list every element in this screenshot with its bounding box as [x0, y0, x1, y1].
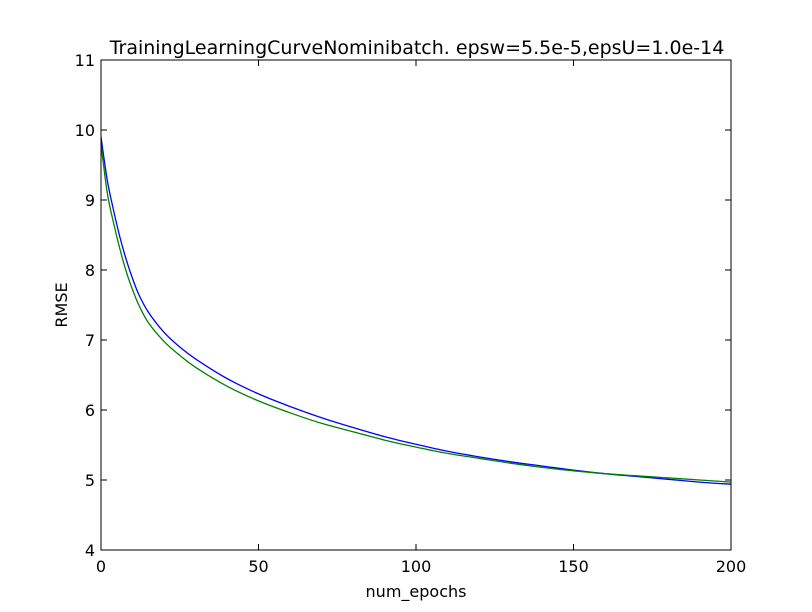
x-axis-label: num_epochs	[366, 582, 467, 602]
y-tick-label: 5	[85, 471, 95, 490]
x-tick-label: 0	[96, 557, 106, 576]
y-tick-label: 6	[85, 401, 95, 420]
chart-title: TrainingLearningCurveNominibatch. epsw=5…	[109, 37, 725, 59]
x-tick-label: 150	[558, 557, 589, 576]
x-tick-label: 200	[716, 557, 747, 576]
x-tick-label: 100	[401, 557, 432, 576]
y-tick-label: 7	[85, 331, 95, 350]
y-tick-label: 4	[85, 541, 95, 560]
ticks-layer: 0 50 100 150 200 4 5 6 7 8 9 10 11	[75, 51, 747, 576]
y-tick-label: 9	[85, 191, 95, 210]
series-line-2	[100, 143, 732, 483]
series-layer	[100, 136, 732, 485]
y-tick-label: 8	[85, 261, 95, 280]
y-tick-label: 10	[75, 121, 95, 140]
y-tick-label: 11	[75, 51, 95, 70]
y-axis-label: RMSE	[52, 282, 71, 327]
x-tick-label: 50	[248, 557, 268, 576]
